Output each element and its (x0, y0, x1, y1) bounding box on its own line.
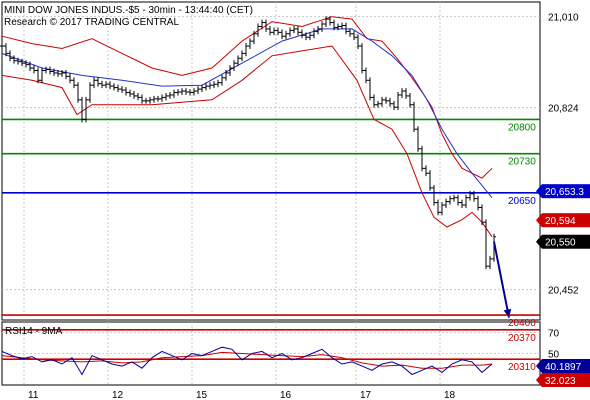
x-tick-label: 15 (196, 390, 208, 400)
price-panel-border (1, 1, 541, 321)
rsi-badge-pointer (536, 359, 542, 373)
price-bars (0, 16, 496, 270)
rsi-ma-badge-pointer (536, 373, 542, 387)
rsi-badge-box (542, 359, 590, 373)
x-tick-label: 18 (444, 390, 456, 400)
rsi-badge-text: 40.1897 (545, 362, 582, 373)
rsi-label: RSI14 - 9MA (5, 326, 63, 337)
arrow-head (503, 308, 512, 318)
chart-title: MINI DOW JONES INDUS.-$5 - 30min - 13:44… (4, 5, 253, 16)
level-label: 20370 (508, 333, 536, 344)
price-badge-text: 20,550 (545, 238, 576, 249)
price-badges: 20,653.3 20,594 20,550 40.1897 32.023 (536, 184, 590, 387)
price-badge-text: 20,594 (545, 216, 576, 227)
price-badge-pointer (536, 184, 542, 199)
price-tick-label: 21,010 (548, 13, 579, 24)
rsi-panel: 70 50 RSI14 - 9MA (1, 326, 560, 376)
moving-average (1, 28, 493, 199)
axes: 11 12 15 16 17 18 21,010 20,824 20,452 (28, 13, 579, 400)
price-tick-label: 20,452 (548, 286, 579, 297)
rsi-tick-label: 70 (548, 329, 560, 340)
bollinger-upper (1, 16, 493, 179)
price-badge-pointer (536, 213, 542, 228)
projection-arrow (493, 241, 512, 318)
rsi-ma-badge-text: 32.023 (545, 376, 576, 387)
bollinger-lower (1, 45, 493, 238)
price-badge-box (542, 213, 590, 228)
level-lines: 20800 20730 20650 20400 20370 20310 (2, 118, 540, 373)
level-label: 20730 (508, 157, 536, 168)
arrow-shaft (493, 241, 510, 318)
chart-subtitle: Research © 2017 TRADING CENTRAL (4, 17, 179, 28)
x-tick-label: 16 (280, 390, 292, 400)
bollinger-bands (1, 16, 493, 238)
x-tick-label: 12 (112, 390, 124, 400)
rsi-tick-label: 50 (548, 350, 560, 361)
level-label: 20800 (508, 122, 536, 133)
level-label: 20310 (508, 362, 536, 373)
x-tick-label: 11 (28, 390, 39, 400)
grid (2, 2, 540, 385)
price-badge-pointer (536, 234, 542, 249)
rsi-line (1, 346, 493, 376)
price-badge-box (542, 234, 590, 249)
rsi-ma-badge-box (542, 373, 590, 387)
price-tick-label: 20,824 (548, 104, 579, 115)
x-tick-label: 17 (360, 390, 372, 400)
price-badge-box (542, 184, 590, 199)
level-label: 20400 (508, 318, 536, 329)
price-badge-text: 20,653.3 (545, 187, 584, 198)
rsi-ma-line (1, 351, 493, 369)
level-label: 20650 (508, 196, 536, 207)
